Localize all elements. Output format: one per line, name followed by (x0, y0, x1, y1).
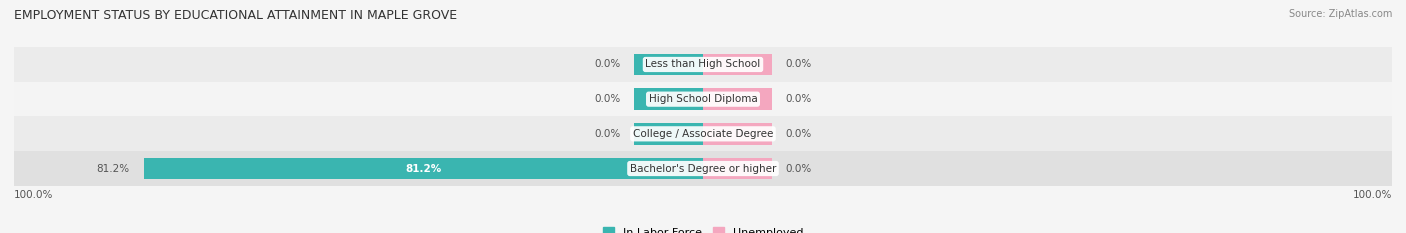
Text: EMPLOYMENT STATUS BY EDUCATIONAL ATTAINMENT IN MAPLE GROVE: EMPLOYMENT STATUS BY EDUCATIONAL ATTAINM… (14, 9, 457, 22)
Bar (14, 47, 1392, 82)
Text: 0.0%: 0.0% (595, 129, 620, 139)
Bar (703, 88, 772, 110)
Bar (14, 116, 1392, 151)
Text: Source: ZipAtlas.com: Source: ZipAtlas.com (1288, 9, 1392, 19)
Bar (634, 88, 703, 110)
Text: Less than High School: Less than High School (645, 59, 761, 69)
Legend: In Labor Force, Unemployed: In Labor Force, Unemployed (598, 223, 808, 233)
Text: High School Diploma: High School Diploma (648, 94, 758, 104)
Text: 100.0%: 100.0% (14, 190, 53, 200)
Bar (703, 158, 772, 179)
Text: Bachelor's Degree or higher: Bachelor's Degree or higher (630, 164, 776, 174)
Text: 0.0%: 0.0% (595, 59, 620, 69)
Text: 100.0%: 100.0% (1353, 190, 1392, 200)
Bar (634, 123, 703, 145)
Bar (703, 54, 772, 75)
Text: College / Associate Degree: College / Associate Degree (633, 129, 773, 139)
Text: 0.0%: 0.0% (786, 129, 811, 139)
Bar (14, 151, 1392, 186)
Bar (634, 54, 703, 75)
Text: 81.2%: 81.2% (405, 164, 441, 174)
Text: 0.0%: 0.0% (786, 94, 811, 104)
Bar (703, 123, 772, 145)
Bar (143, 158, 703, 179)
Text: 0.0%: 0.0% (786, 59, 811, 69)
Text: 81.2%: 81.2% (97, 164, 129, 174)
Text: 0.0%: 0.0% (786, 164, 811, 174)
Bar (14, 82, 1392, 116)
Text: 0.0%: 0.0% (595, 94, 620, 104)
